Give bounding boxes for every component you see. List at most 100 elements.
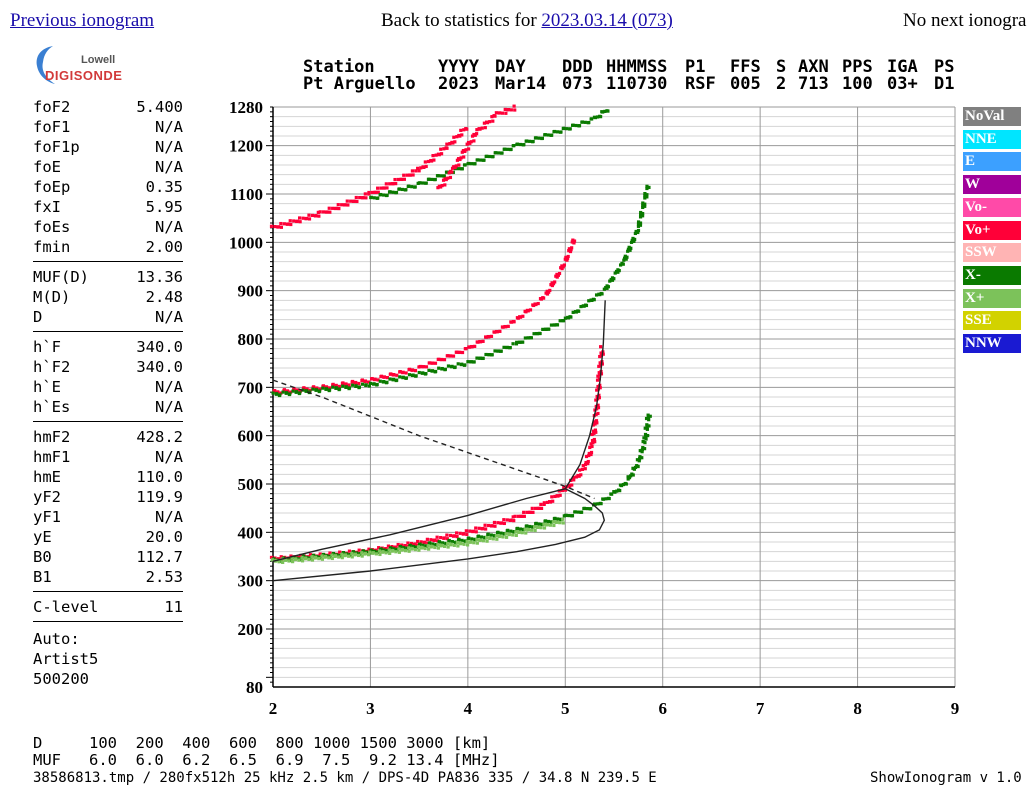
echo-point [504,111,508,115]
x-tick-label: 3 [366,699,375,718]
echo-point [504,532,508,536]
echo-point [457,350,461,355]
logo-digisonde-text: DIGISONDE [45,68,123,83]
echo-point [515,340,519,344]
echo-point [505,345,509,350]
param-name: fxI [33,198,61,216]
echo-point [289,554,293,558]
echo-point [390,549,394,553]
echo-point [468,529,472,533]
echo-point [377,549,382,553]
echo-point [481,539,486,543]
echo-point [593,408,597,412]
echo-point [517,340,521,344]
echo-point [596,384,600,389]
echo-point [321,386,325,390]
echo-point [402,173,406,177]
echo-point [473,538,477,542]
previous-ionogram-link[interactable]: Previous ionogram [10,10,155,31]
echo-point [450,140,454,145]
echo-point [449,543,453,547]
echo-point [623,481,627,486]
echo-point [469,140,473,144]
echo-point [586,121,590,125]
echo-point [594,293,599,297]
echo-point [368,381,373,386]
echo-point [515,142,519,146]
echo-point [531,525,535,529]
echo-point [366,553,371,557]
echo-point [584,454,589,459]
echo-point [596,403,600,407]
echo-point [570,483,574,487]
echo-point [360,378,364,383]
echo-point [372,196,376,200]
echo-point [572,241,576,245]
echo-point [481,339,485,343]
header-label-10: IGA [887,57,918,77]
echo-point [439,147,443,151]
echo-point [598,354,602,359]
echo-point [480,126,484,130]
echo-point [641,212,645,216]
echo-point [281,390,285,394]
echo-point [636,230,640,235]
header-label-0: Station [303,57,375,77]
echo-point [424,365,429,369]
echo-point [601,497,605,501]
echo-point [440,367,444,371]
echo-point [533,506,538,510]
logo-swoosh-icon [36,46,55,84]
echo-point [398,545,402,549]
echo-point [421,165,425,169]
header-value-9: 100 [842,74,873,94]
echo-point [299,553,303,557]
echo-point [399,177,403,181]
echo-point [500,325,505,329]
param-name: h`Es [33,398,71,416]
echo-point [432,538,436,543]
echo-point [596,374,600,378]
echo-point [608,279,612,283]
legend-item: NNE [963,129,1021,149]
echo-point [591,423,595,427]
echo-point [366,380,371,384]
echo-point [279,555,283,559]
echo-point [322,210,326,214]
legend-item: Vo+ [963,220,1021,240]
echo-point [590,432,594,437]
echo-point [549,520,554,524]
param-name: foEs [33,218,71,236]
echo-point [444,146,448,150]
echo-point [341,384,345,388]
echo-point [328,210,332,214]
echo-point [530,506,534,510]
echo-point [498,329,502,333]
echo-point [360,551,364,555]
echo-point [640,214,645,218]
echo-point [307,213,311,217]
echo-point [488,120,492,124]
echo-point [442,536,446,540]
echo-point [647,185,651,190]
echo-point [509,529,513,533]
echo-point [466,161,470,166]
echo-point [477,127,481,131]
echo-point [419,166,423,170]
echo-point [543,133,547,137]
echo-point [634,229,638,234]
echo-point [476,534,480,539]
echo-point [517,530,521,534]
echo-point [407,549,411,553]
echo-point [270,558,274,562]
echo-point [513,514,517,518]
echo-point [337,384,341,389]
echo-point [555,323,559,327]
echo-point [646,413,650,417]
echo-point [435,174,440,178]
echo-point [456,538,461,542]
legend-item: Vo- [963,197,1021,217]
echo-point [518,527,523,531]
echo-point [502,521,506,526]
statistics-date-link[interactable]: 2023.03.14 (073) [541,10,673,31]
